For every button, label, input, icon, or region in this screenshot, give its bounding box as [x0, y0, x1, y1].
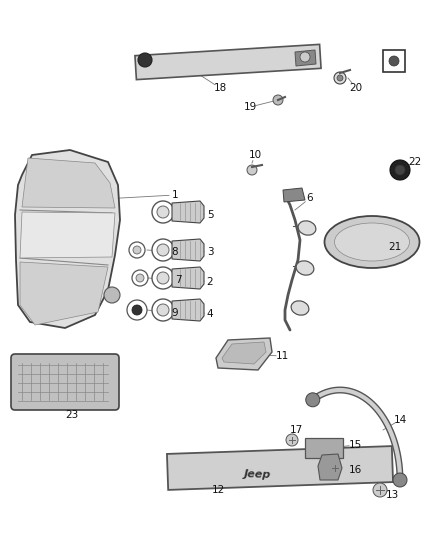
Circle shape — [104, 287, 120, 303]
Circle shape — [157, 272, 169, 284]
Circle shape — [129, 242, 145, 258]
Polygon shape — [318, 454, 342, 480]
Circle shape — [132, 270, 148, 286]
Ellipse shape — [325, 216, 420, 268]
Text: Jeep: Jeep — [244, 469, 272, 480]
Circle shape — [306, 393, 320, 407]
Text: 10: 10 — [248, 150, 261, 160]
Ellipse shape — [298, 221, 316, 235]
Text: 2: 2 — [207, 277, 213, 287]
Polygon shape — [172, 267, 204, 289]
Bar — [305, 438, 343, 458]
Circle shape — [132, 305, 142, 315]
Circle shape — [329, 462, 341, 474]
Ellipse shape — [335, 223, 410, 261]
Polygon shape — [15, 150, 120, 328]
Circle shape — [373, 483, 387, 497]
Text: 12: 12 — [212, 485, 225, 495]
Polygon shape — [167, 446, 393, 490]
Circle shape — [247, 165, 257, 175]
FancyBboxPatch shape — [11, 354, 119, 410]
Polygon shape — [172, 299, 204, 321]
Text: 21: 21 — [389, 242, 402, 252]
Bar — [383, 50, 405, 72]
Text: 13: 13 — [385, 490, 399, 500]
Text: 16: 16 — [348, 465, 362, 475]
Text: 15: 15 — [348, 440, 362, 450]
Circle shape — [152, 239, 174, 261]
Text: 22: 22 — [408, 157, 422, 167]
Polygon shape — [172, 201, 204, 223]
Circle shape — [157, 304, 169, 316]
Text: 19: 19 — [244, 102, 257, 112]
Circle shape — [300, 52, 310, 62]
Text: 23: 23 — [65, 410, 79, 420]
Circle shape — [138, 53, 152, 67]
Circle shape — [136, 274, 144, 282]
Circle shape — [395, 165, 405, 175]
Polygon shape — [216, 338, 272, 370]
Circle shape — [157, 244, 169, 256]
Text: 5: 5 — [207, 210, 213, 220]
Circle shape — [389, 56, 399, 66]
Circle shape — [286, 434, 298, 446]
Circle shape — [152, 201, 174, 223]
Text: 4: 4 — [207, 309, 213, 319]
Text: 7: 7 — [175, 275, 181, 285]
Circle shape — [273, 95, 283, 105]
Circle shape — [337, 75, 343, 81]
Polygon shape — [20, 212, 115, 258]
Circle shape — [157, 206, 169, 218]
Polygon shape — [135, 44, 321, 79]
Ellipse shape — [296, 261, 314, 275]
Text: 11: 11 — [276, 351, 289, 361]
Circle shape — [152, 267, 174, 289]
Text: 18: 18 — [213, 83, 226, 93]
Text: 8: 8 — [172, 247, 178, 257]
Circle shape — [127, 300, 147, 320]
Polygon shape — [20, 262, 108, 325]
Polygon shape — [283, 188, 305, 202]
Polygon shape — [172, 239, 204, 261]
Polygon shape — [295, 50, 316, 66]
Circle shape — [133, 246, 141, 254]
Text: 6: 6 — [307, 193, 313, 203]
Circle shape — [152, 299, 174, 321]
Circle shape — [334, 72, 346, 84]
Polygon shape — [22, 158, 115, 208]
Text: 14: 14 — [393, 415, 406, 425]
Text: 3: 3 — [207, 247, 213, 257]
Circle shape — [390, 160, 410, 180]
Text: 20: 20 — [350, 83, 363, 93]
Text: 17: 17 — [290, 425, 303, 435]
Text: 9: 9 — [172, 308, 178, 318]
Polygon shape — [222, 342, 266, 364]
Ellipse shape — [291, 301, 309, 315]
Text: 1: 1 — [172, 190, 178, 200]
Circle shape — [393, 473, 407, 487]
